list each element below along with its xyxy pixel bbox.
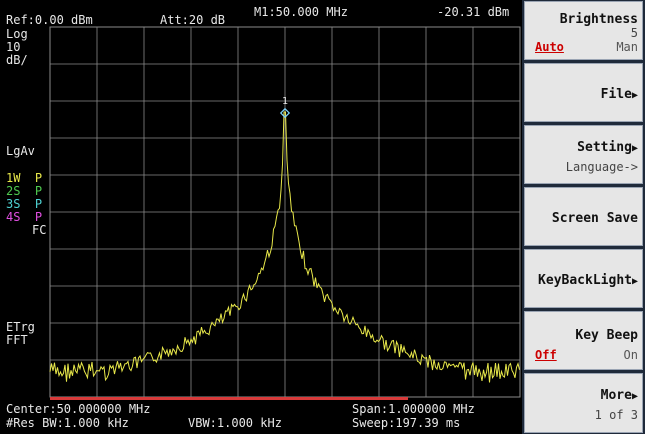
file-key[interactable]: File▶ xyxy=(524,63,643,122)
marker-frequency: M1:50.000 MHz xyxy=(254,5,348,19)
brightness-man: Man xyxy=(616,40,638,54)
vbw: VBW:1.000 kHz xyxy=(188,416,282,430)
attenuation: Att:20 dB xyxy=(160,13,226,27)
more-label: More xyxy=(600,388,632,403)
trace-1 xyxy=(49,111,520,383)
detector-label: LgAv xyxy=(6,144,35,158)
chevron-right-icon: ▶ xyxy=(631,143,638,154)
fft-label: FFT xyxy=(6,333,28,347)
key-beep-off: Off xyxy=(535,348,557,362)
file-label: File xyxy=(600,87,632,102)
ref-level: Ref:0.00 dBm xyxy=(6,13,93,27)
sweep-time: Sweep:197.39 ms xyxy=(352,416,461,430)
rbw: #Res BW:1.000 kHz xyxy=(6,416,129,430)
trigger-label: ETrg xyxy=(6,320,35,334)
keybacklight-key[interactable]: KeyBackLight▶ xyxy=(524,249,643,308)
chevron-right-icon: ▶ xyxy=(631,276,638,287)
trace3-label: 3S P xyxy=(6,197,43,211)
key-beep-key[interactable]: Key Beep Off On xyxy=(524,311,643,370)
trace4-label: 4S P xyxy=(6,210,43,224)
screen-save-label: Screen Save xyxy=(551,211,638,226)
spectrum-display: 1 xyxy=(49,26,521,400)
center-frequency: Center:50.000000 MHz xyxy=(6,402,151,416)
more-page: 1 of 3 xyxy=(594,408,638,422)
scale-unit: dB/ xyxy=(6,53,28,67)
language-sub: Language-> xyxy=(565,160,638,174)
fc-label: FC xyxy=(32,223,47,237)
graticule xyxy=(49,26,521,398)
scale-div: 10 xyxy=(6,40,21,54)
brightness-key[interactable]: Brightness 5 Auto Man xyxy=(524,1,643,60)
chevron-right-icon: ▶ xyxy=(631,391,638,402)
brightness-value: 5 xyxy=(630,26,638,40)
key-beep-label: Key Beep xyxy=(575,328,638,343)
span: Span:1.000000 MHz xyxy=(352,402,475,416)
softkey-panel: Brightness 5 Auto Man File▶ Setting▶ Lan… xyxy=(522,0,645,434)
setting-key[interactable]: Setting▶ Language-> xyxy=(524,125,643,184)
keybacklight-label: KeyBackLight xyxy=(538,273,632,288)
span-bar xyxy=(50,397,408,400)
chevron-right-icon: ▶ xyxy=(631,90,638,101)
brightness-label: Brightness xyxy=(559,12,638,27)
trace1-label: 1W P xyxy=(6,171,43,185)
scale-type: Log xyxy=(6,27,28,41)
brightness-auto: Auto xyxy=(535,40,564,54)
key-beep-on: On xyxy=(623,348,638,362)
setting-label: Setting xyxy=(577,140,632,155)
more-key[interactable]: More▶ 1 of 3 xyxy=(524,373,643,433)
marker-number: 1 xyxy=(282,96,288,107)
marker-1: 1 xyxy=(279,96,291,119)
screen-save-key[interactable]: Screen Save xyxy=(524,187,643,246)
marker-diamond xyxy=(279,107,291,119)
marker-level: -20.31 dBm xyxy=(437,5,510,19)
trace2-label: 2S P xyxy=(6,184,43,198)
